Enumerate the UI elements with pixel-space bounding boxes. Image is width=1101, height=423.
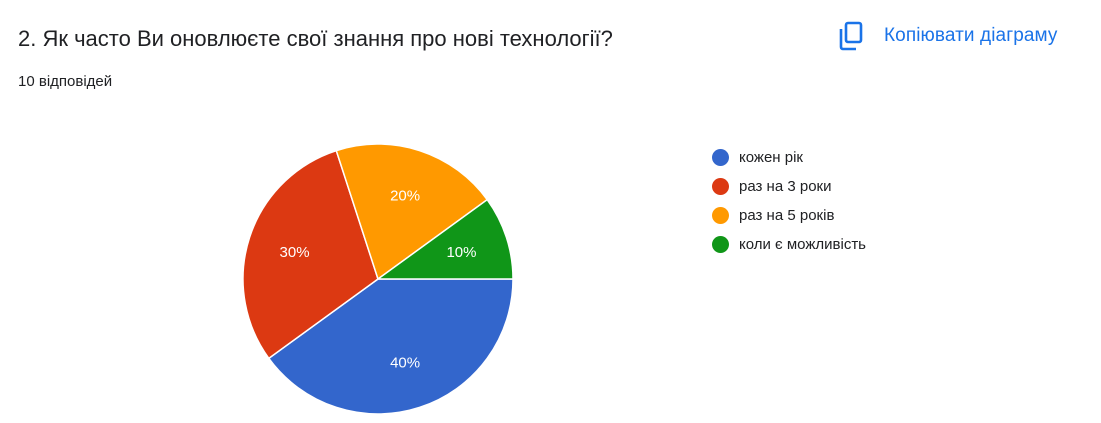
legend-label: раз на 5 років xyxy=(739,207,835,224)
legend-item[interactable]: раз на 3 роки xyxy=(712,172,866,201)
slice-percent-label: 40% xyxy=(390,354,420,371)
question-title: 2. Як часто Ви оновлюєте свої знання про… xyxy=(18,26,613,51)
legend-item[interactable]: раз на 5 років xyxy=(712,201,866,230)
pie-chart: 40% 30% 20% 10% xyxy=(242,143,514,415)
legend-swatch xyxy=(712,149,729,166)
pie-slice[interactable] xyxy=(375,198,514,280)
legend-label: коли є можливість xyxy=(739,236,867,253)
legend-label: кожен рік xyxy=(739,149,803,166)
copy-chart-label: Копіювати діаграму xyxy=(884,25,1058,46)
slice-percent-label: 30% xyxy=(280,244,310,261)
pie-slice[interactable] xyxy=(335,143,489,281)
pie-slice[interactable] xyxy=(242,149,379,360)
pie-slice[interactable] xyxy=(267,278,514,415)
chart-area: 40% 30% 20% 10% кожен рік раз на 3 роки раз н… xyxy=(0,110,1101,423)
chart-legend: кожен рік раз на 3 роки раз на 5 років коли… xyxy=(712,143,866,259)
legend-item[interactable]: кожен рік xyxy=(712,143,866,172)
slice-percent-label: 20% xyxy=(390,188,420,205)
legend-label: раз на 3 роки xyxy=(739,178,832,195)
legend-swatch xyxy=(712,178,729,195)
copy-chart-button[interactable]: Копіювати діаграму xyxy=(836,18,1058,54)
slice-percent-label: 10% xyxy=(446,244,476,261)
copy-icon xyxy=(836,21,866,51)
legend-swatch xyxy=(712,236,729,253)
response-count: 10 відповідей xyxy=(18,73,113,90)
legend-swatch xyxy=(712,207,729,224)
legend-item[interactable]: коли є можливість xyxy=(712,230,866,259)
